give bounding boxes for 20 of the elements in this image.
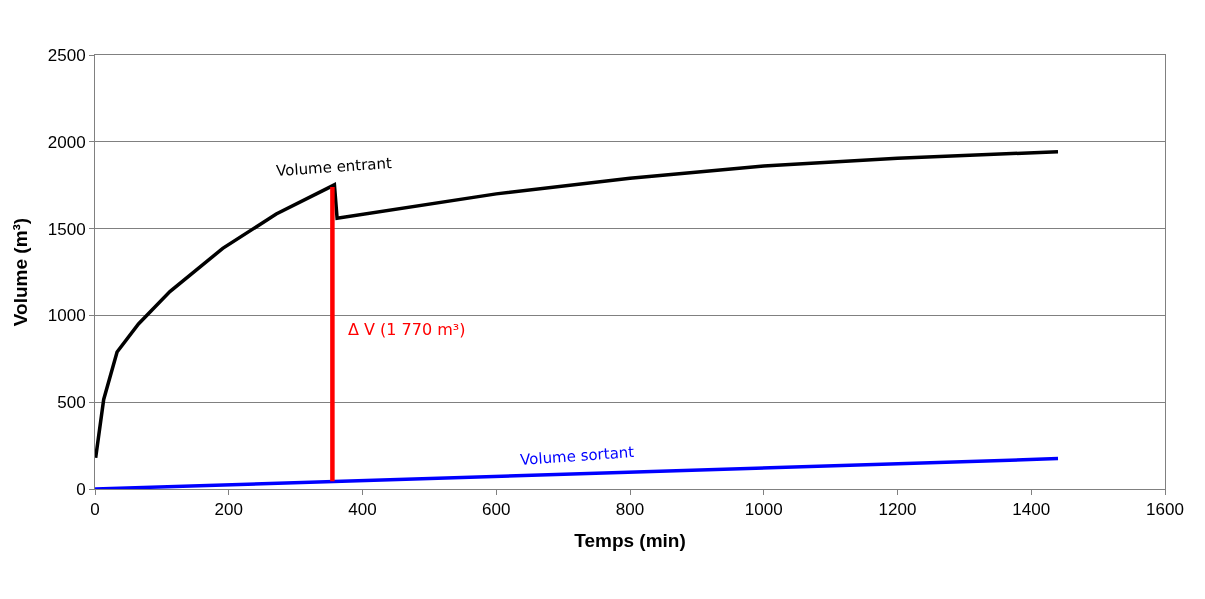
x-tick-label: 1200 (878, 500, 917, 520)
x-tick-label: 200 (214, 500, 243, 520)
series-label: Volume entrant (275, 154, 393, 181)
y-tick-label: 2000 (47, 132, 86, 152)
y-tick-label: 2500 (47, 45, 86, 65)
annotation: Δ V (1 770 m³) (348, 320, 466, 339)
x-tick-label: 600 (482, 500, 511, 520)
x-axis-title: Temps (min) (574, 530, 686, 552)
y-tick-label: 1000 (47, 306, 86, 326)
x-tick-label: 0 (90, 500, 100, 520)
x-tick-label: 1000 (744, 500, 783, 520)
x-tick-label: 1400 (1012, 500, 1051, 520)
y-tick-label: 1500 (47, 219, 86, 239)
y-axis-title: Volume (m³) (9, 217, 31, 327)
y-tick-label: 500 (57, 393, 86, 413)
series-label: Volume sortant (519, 442, 635, 469)
x-tick-label: 1600 (1146, 500, 1184, 520)
y-tick-label: 0 (76, 479, 86, 499)
x-tick-label: 800 (615, 500, 645, 520)
x-tick-label: 400 (348, 500, 377, 520)
